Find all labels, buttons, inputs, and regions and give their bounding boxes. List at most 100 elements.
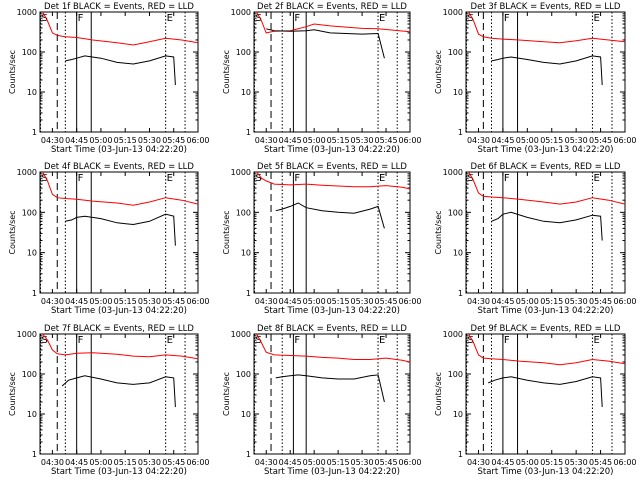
series-line-red xyxy=(256,171,411,190)
x-tick-label: 04:45 xyxy=(491,136,514,145)
y-tick-label: 1000 xyxy=(17,168,37,177)
y-tick-label: 1 xyxy=(246,128,251,137)
chart-title: Det 3f BLACK = Events, RED = LLD xyxy=(471,2,621,12)
x-axis-label: Start Time (03-Jun-13 04:22:20) xyxy=(51,145,187,155)
series-line-black xyxy=(61,375,176,408)
x-tick-label: 04:30 xyxy=(41,297,64,306)
interval-marker-label: F xyxy=(78,173,84,184)
x-axis-label: Start Time (03-Jun-13 04:22:20) xyxy=(264,467,400,477)
series-line-black xyxy=(65,55,176,86)
y-tick-label: 1 xyxy=(458,289,463,298)
interval-marker-label: F xyxy=(504,335,510,346)
x-tick-label: 05:00 xyxy=(303,136,326,145)
plot-frame xyxy=(253,333,411,455)
series-line-black xyxy=(491,211,603,241)
x-tick-label: 05:15 xyxy=(540,136,563,145)
x-tick-label: 05:45 xyxy=(375,297,398,306)
x-tick-label: 06:00 xyxy=(186,458,209,467)
x-tick-label: 05:30 xyxy=(138,136,161,145)
y-tick-label: 1 xyxy=(458,450,463,459)
x-tick-label: 04:30 xyxy=(255,136,278,145)
x-tick-label: 06:00 xyxy=(186,136,209,145)
y-tick-label: 1000 xyxy=(443,330,463,339)
x-tick-label: 05:00 xyxy=(516,458,539,467)
x-axis-label: Start Time (03-Jun-13 04:22:20) xyxy=(478,306,614,316)
x-tick-label: 05:30 xyxy=(351,458,374,467)
y-tick-label: 100 xyxy=(236,370,251,379)
x-tick-label: 04:45 xyxy=(65,458,88,467)
x-tick-label: 05:15 xyxy=(114,297,137,306)
interval-marker-label: S xyxy=(256,13,262,24)
interval-marker-label: S xyxy=(468,335,474,346)
interval-marker-label: S xyxy=(42,335,48,346)
y-tick-label: 1 xyxy=(458,128,463,137)
chart-panel-1: Det 1f BLACK = Events, RED = LLD 1 10 100 10… xyxy=(8,2,210,155)
plot-frame xyxy=(39,11,199,133)
y-tick-label: 1000 xyxy=(17,8,37,17)
series-line-red xyxy=(256,11,411,34)
interval-marker-label: E xyxy=(167,335,173,346)
x-tick-label: 05:30 xyxy=(565,458,588,467)
x-tick-label: 05:30 xyxy=(565,297,588,306)
x-tick-label: 04:30 xyxy=(41,136,64,145)
y-axis-label: Counts/sec xyxy=(8,372,17,416)
x-tick-label: 04:30 xyxy=(467,458,490,467)
chart-panel-5: Det 5f BLACK = Events, RED = LLD 1 10 100 10… xyxy=(222,162,422,316)
series-line-black xyxy=(65,213,176,246)
interval-marker-label: S xyxy=(42,173,48,184)
y-tick-label: 10 xyxy=(453,410,463,419)
series-line-black xyxy=(488,376,603,408)
y-tick-label: 1 xyxy=(32,450,37,459)
x-tick-label: 05:45 xyxy=(375,458,398,467)
x-tick-label: 04:30 xyxy=(41,458,64,467)
x-tick-label: 06:00 xyxy=(398,297,421,306)
plot-frame xyxy=(465,11,626,133)
x-axis-label: Start Time (03-Jun-13 04:22:20) xyxy=(51,306,187,316)
y-axis-label: Counts/sec xyxy=(8,50,17,94)
x-axis-label: Start Time (03-Jun-13 04:22:20) xyxy=(264,306,400,316)
chart-panel-7: Det 7f BLACK = Events, RED = LLD 1 10 100 10… xyxy=(8,324,210,477)
series-line-black xyxy=(275,202,385,229)
interval-marker-label: F xyxy=(294,335,300,346)
chart-title: Det 5f BLACK = Events, RED = LLD xyxy=(257,162,407,172)
x-tick-label: 05:00 xyxy=(89,458,112,467)
interval-marker-label: S xyxy=(468,13,474,24)
x-tick-label: 05:00 xyxy=(303,297,326,306)
x-tick-label: 05:30 xyxy=(351,136,374,145)
x-tick-label: 05:15 xyxy=(114,458,137,467)
series-line-red xyxy=(42,171,199,206)
chart-title: Det 1f BLACK = Events, RED = LLD xyxy=(44,2,194,12)
interval-marker-label: E xyxy=(593,173,599,184)
x-tick-label: 04:30 xyxy=(467,136,490,145)
x-tick-label: 05:00 xyxy=(516,136,539,145)
x-tick-label: 06:00 xyxy=(186,297,209,306)
x-tick-label: 05:00 xyxy=(89,136,112,145)
y-tick-label: 100 xyxy=(236,48,251,57)
x-tick-label: 06:00 xyxy=(398,136,421,145)
y-tick-label: 1000 xyxy=(231,168,251,177)
x-tick-label: 05:15 xyxy=(540,458,563,467)
x-tick-label: 04:45 xyxy=(279,458,302,467)
x-tick-label: 04:45 xyxy=(491,297,514,306)
y-tick-label: 100 xyxy=(236,208,251,217)
series-line-red xyxy=(468,171,626,205)
y-tick-label: 100 xyxy=(22,370,37,379)
chart-panel-3: Det 3f BLACK = Events, RED = LLD 1 10 100 10… xyxy=(434,2,637,155)
y-tick-label: 1000 xyxy=(443,168,463,177)
y-tick-label: 10 xyxy=(241,249,251,258)
series-line-black xyxy=(266,28,385,59)
plot-frame xyxy=(253,171,411,294)
interval-marker-label: S xyxy=(468,173,474,184)
y-tick-label: 100 xyxy=(22,48,37,57)
x-tick-label: 04:30 xyxy=(467,297,490,306)
x-tick-label: 04:45 xyxy=(65,136,88,145)
x-tick-label: 05:45 xyxy=(589,297,612,306)
x-tick-label: 05:15 xyxy=(327,458,350,467)
series-line-black xyxy=(275,374,385,403)
y-tick-label: 1000 xyxy=(443,8,463,17)
x-tick-label: 05:45 xyxy=(162,297,185,306)
chart-title: Det 7f BLACK = Events, RED = LLD xyxy=(44,324,194,334)
x-tick-label: 05:00 xyxy=(516,297,539,306)
x-tick-label: 04:45 xyxy=(279,297,302,306)
interval-marker-label: E xyxy=(379,335,385,346)
